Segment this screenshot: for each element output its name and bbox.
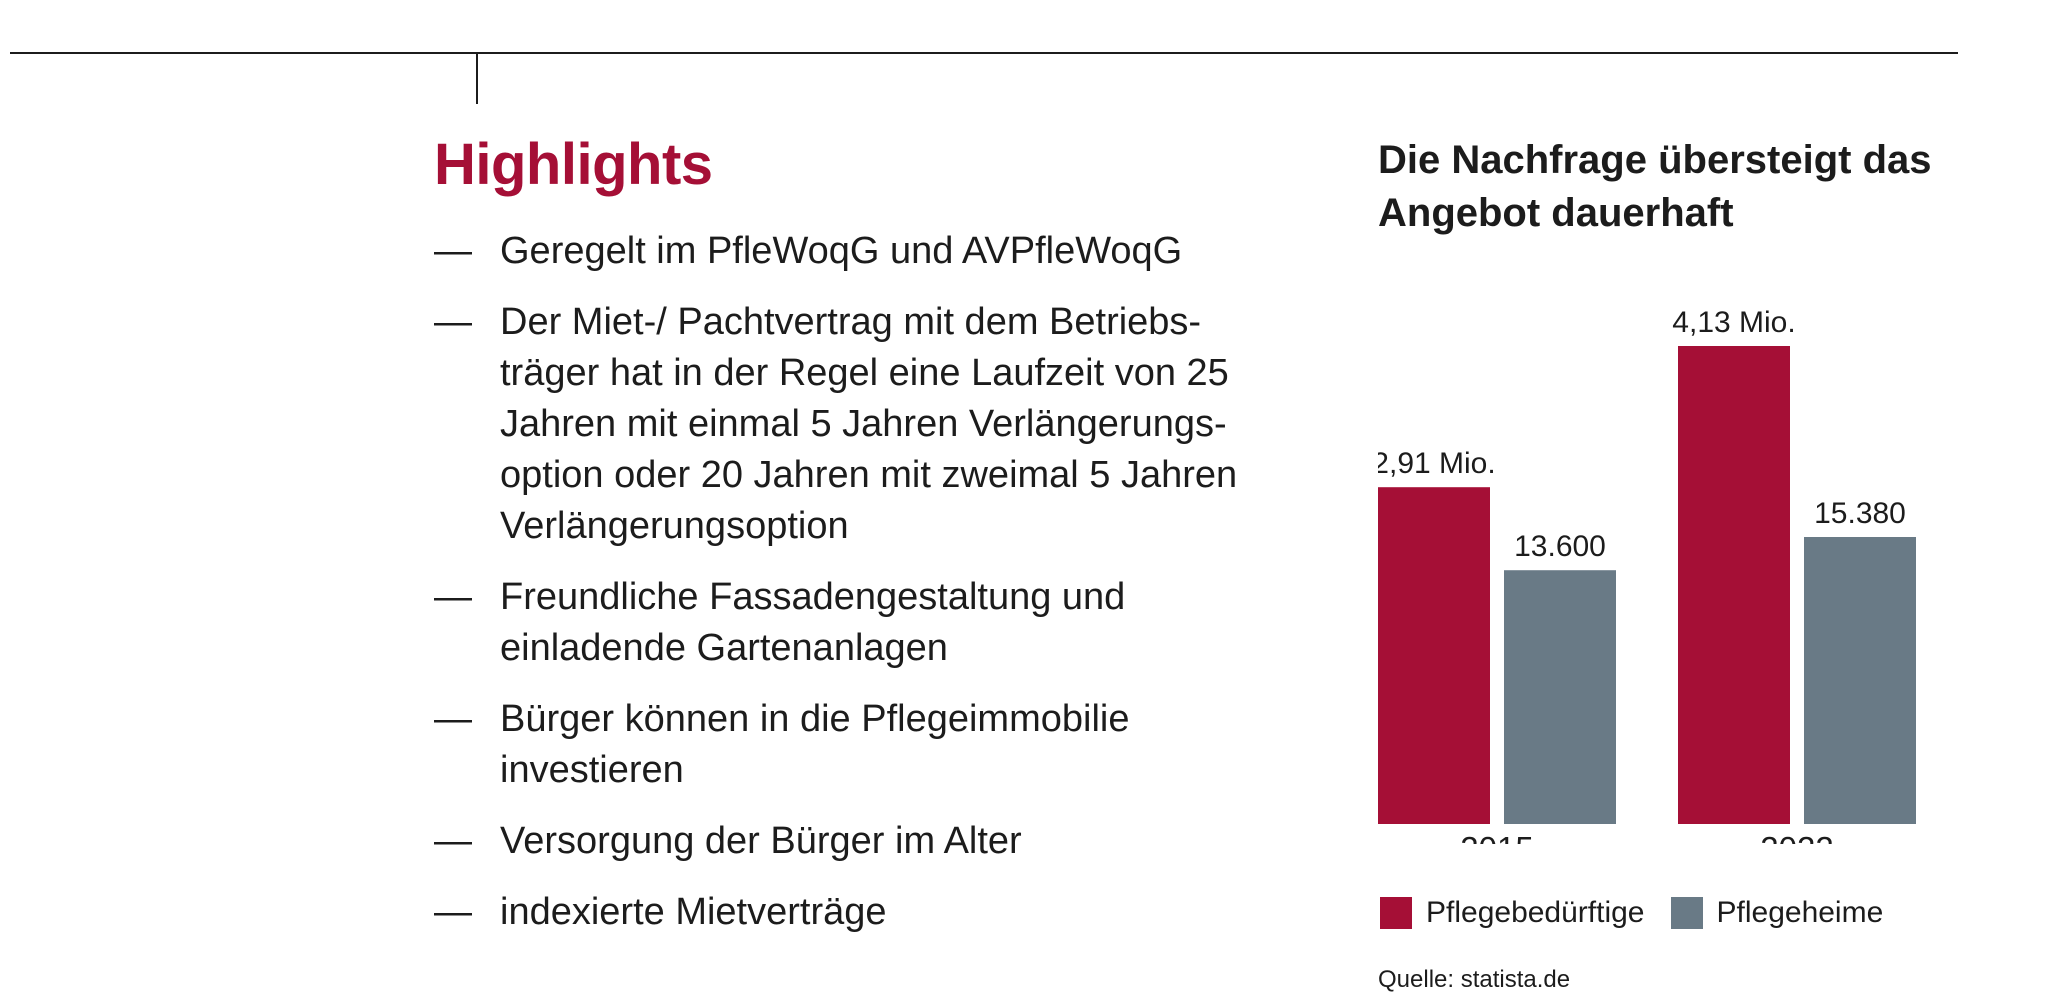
chart-source: Quelle: statista.de (1378, 966, 1571, 993)
bar-pflegebedürftige-2015 (1378, 487, 1490, 824)
chart-title: Die Nachfrage übersteigt das Angebot dau… (1378, 138, 1932, 235)
legend-label: Pflegeheime (1716, 896, 1884, 929)
highlight-text-line: Freundliche Fassadengestaltung und (500, 576, 1126, 618)
dash-bullet: — (434, 820, 472, 862)
chart-legend: Pflegebedürftige Pflegeheime (1380, 896, 1909, 930)
highlight-text-line: investieren (500, 749, 684, 791)
highlight-item: — Freundliche Fassadengestaltung und einla… (434, 572, 1314, 674)
bar-pflegeheime-2022 (1804, 537, 1916, 824)
highlight-text-line: indexierte Mietverträge (500, 891, 887, 933)
bar-pflegebedürftige-2022 (1678, 346, 1790, 824)
top-rule (10, 52, 1958, 54)
dash-bullet: — (434, 301, 472, 343)
bar-pflegeheime-2015 (1504, 570, 1616, 824)
dash-bullet: — (434, 230, 472, 272)
legend-swatch (1670, 897, 1703, 929)
category-label: 2015 (1460, 830, 1533, 844)
chart-section: Die Nachfrage übersteigt das Angebot dau… (1378, 134, 1938, 993)
divider-tick (476, 54, 478, 104)
highlight-item: — Bürger können in die Pflegeimmobilie inv… (434, 694, 1314, 796)
bar-chart: 2,91 Mio. 13.600 2015 4,13 Mio. 15.380 2022 (1378, 306, 1916, 844)
legend-swatch (1380, 897, 1412, 929)
dash-bullet: — (434, 576, 472, 618)
data-label: 4,13 Mio. (1672, 306, 1795, 339)
highlight-item: — Der Miet-/ Pachtvertrag mit dem Betrieb… (434, 297, 1314, 552)
highlight-text-line: option oder 20 Jahren mit zweimal 5 Jahr… (500, 454, 1238, 496)
category-label: 2022 (1760, 830, 1833, 844)
highlight-text-line: Geregelt im PfleWoqG und AVPfleWoqG (500, 230, 1183, 272)
highlight-text-line: Verlängerungsoption (500, 505, 849, 547)
highlight-text-line: Jahren mit einmal 5 Jahren Verlängerungs… (500, 403, 1227, 445)
highlight-item: — Geregelt im PfleWoqG und AVPfleWoqG (434, 226, 1314, 277)
legend-item: Pflegebedürftige (1380, 896, 1645, 930)
legend-item: Pflegeheime (1670, 896, 1884, 930)
highlight-text-line: Versorgung der Bürger im Alter (500, 820, 1022, 862)
legend-label: Pflegebedürftige (1426, 896, 1645, 929)
highlight-text-line: Bürger können in die Pflegeimmobilie (500, 698, 1130, 740)
data-label: 13.600 (1514, 530, 1606, 563)
dash-bullet: — (434, 698, 472, 740)
highlights-title: Highlights (434, 132, 713, 197)
highlight-item: — indexierte Mietverträge (434, 887, 1314, 938)
highlight-text-line: Der Miet-/ Pachtvertrag mit dem Betriebs… (500, 301, 1202, 343)
highlight-item: — Versorgung der Bürger im Alter (434, 816, 1314, 867)
highlight-text-line: einladende Gartenanlagen (500, 627, 948, 669)
data-label: 2,91 Mio. (1378, 447, 1496, 480)
data-label: 15.380 (1814, 497, 1906, 530)
highlight-text-line: träger hat in der Regel eine Laufzeit vo… (500, 352, 1229, 394)
dash-bullet: — (434, 891, 472, 933)
highlights-list: — Geregelt im PfleWoqG und AVPfleWoqG — Der… (434, 226, 1314, 938)
highlights-section: Highlights — Geregelt im PfleWoqG und AVP… (434, 130, 1314, 958)
